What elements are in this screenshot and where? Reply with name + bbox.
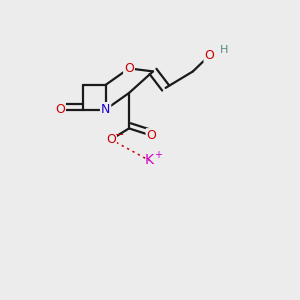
Text: O: O xyxy=(106,133,116,146)
Text: H: H xyxy=(220,45,229,55)
Text: K: K xyxy=(145,154,154,167)
Text: O: O xyxy=(147,129,156,142)
Text: O: O xyxy=(205,49,214,62)
Text: O: O xyxy=(55,103,65,116)
Text: N: N xyxy=(101,103,110,116)
Text: −: − xyxy=(115,130,125,140)
Text: +: + xyxy=(154,150,162,160)
Text: O: O xyxy=(124,62,134,75)
